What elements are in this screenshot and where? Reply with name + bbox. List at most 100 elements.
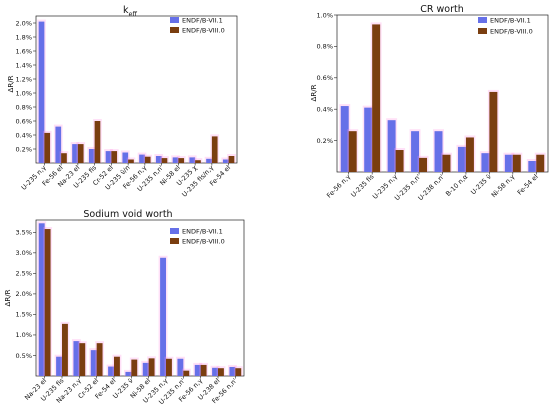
bar-endf-viii0 xyxy=(148,358,155,376)
chart-keff-ylabel: ΔR/R xyxy=(7,75,15,92)
ytick-label: 0.2% xyxy=(15,145,32,153)
bar-endf-vii1 xyxy=(528,161,537,172)
bar-endf-vii1 xyxy=(72,144,78,163)
bar-endf-viii0 xyxy=(161,158,168,163)
chart-keff-title: keff xyxy=(123,5,138,18)
bar-endf-vii1 xyxy=(105,151,112,163)
ytick-label: 1.5% xyxy=(15,311,32,319)
bar-endf-vii1 xyxy=(56,356,62,376)
ytick-label: 2.5% xyxy=(15,270,32,278)
ytick-label: 1.2% xyxy=(15,75,32,83)
bar-endf-vii1 xyxy=(160,257,166,376)
bar-endf-vii1 xyxy=(206,158,212,163)
ytick-label: 1.8% xyxy=(15,33,32,41)
bar-endf-viii0 xyxy=(96,343,103,376)
ytick-label: 0.8% xyxy=(316,43,333,51)
bar-endf-vii1 xyxy=(434,131,443,172)
ytick-label: 1.0% xyxy=(316,11,333,19)
bar-endf-vii1 xyxy=(122,152,129,163)
bar-endf-viii0 xyxy=(131,359,138,376)
bar-endf-viii0 xyxy=(183,370,190,376)
xtick-label: Fe-54 el xyxy=(516,173,540,197)
bar-endf-vii1 xyxy=(387,120,396,172)
bar-endf-viii0 xyxy=(79,343,86,376)
legend-swatch-viii0 xyxy=(170,238,179,244)
ytick-label: 3.0% xyxy=(15,249,32,257)
bar-endf-vii1 xyxy=(125,371,132,376)
bar-endf-viii0 xyxy=(200,364,207,376)
ytick-label: 2.0% xyxy=(15,19,32,27)
bar-endf-vii1 xyxy=(340,106,349,172)
chart-sodium-ylabel: ΔR/R xyxy=(4,289,12,306)
bar-endf-vii1 xyxy=(142,362,149,376)
bar-endf-vii1 xyxy=(457,146,466,172)
bar-endf-vii1 xyxy=(139,154,145,163)
bar-endf-viii0 xyxy=(211,136,218,163)
ytick-label: 0.8% xyxy=(15,103,32,111)
bar-endf-viii0 xyxy=(44,229,51,376)
chart-sodium-legend: ENDF/B-VII.1 ENDF/B-VIII.0 xyxy=(170,228,225,246)
legend-swatch-vii1 xyxy=(478,17,487,23)
bar-endf-viii0 xyxy=(465,137,474,172)
bar-endf-viii0 xyxy=(178,158,185,163)
legend-label-viii0: ENDF/B-VIII.0 xyxy=(182,238,225,246)
bar-endf-viii0 xyxy=(442,154,451,172)
chart-sodium-frame xyxy=(35,219,245,377)
bar-endf-viii0 xyxy=(114,356,120,376)
bar-endf-viii0 xyxy=(128,159,134,163)
legend-label-vii1: ENDF/B-VII.1 xyxy=(490,17,531,25)
ytick-label: 1.6% xyxy=(15,47,32,55)
bar-endf-viii0 xyxy=(111,151,118,163)
bar-endf-vii1 xyxy=(177,358,184,376)
legend-swatch-vii1 xyxy=(170,228,179,234)
bar-endf-vii1 xyxy=(364,107,373,172)
bar-endf-viii0 xyxy=(195,160,201,163)
bar-endf-viii0 xyxy=(395,150,404,172)
ytick-label: 3.5% xyxy=(15,229,32,237)
bar-endf-viii0 xyxy=(61,153,67,163)
ytick-label: 0.6% xyxy=(316,74,333,82)
chart-keff: keff ΔR/R 0.2% 0.4% 0.6% 0.8% 1.0% 1.2% 1.4% 1.… xyxy=(7,5,238,199)
bar-endf-vii1 xyxy=(172,157,179,163)
bar-endf-vii1 xyxy=(38,223,45,376)
bar-endf-viii0 xyxy=(218,368,224,376)
bar-endf-vii1 xyxy=(90,350,97,376)
bar-endf-vii1 xyxy=(73,341,80,376)
legend-swatch-viii0 xyxy=(170,27,179,33)
ytick-label: 1.0% xyxy=(15,331,32,339)
ytick-label: 0.2% xyxy=(316,137,333,145)
chart-sodium-void: Sodium void worth ΔR/R 0.5% 1.0% 1.5% 2.0% 2… xyxy=(4,209,245,406)
chart-keff-frame xyxy=(35,15,238,164)
bar-endf-vii1 xyxy=(38,21,45,163)
ytick-label: 2.0% xyxy=(15,290,32,298)
bar-endf-vii1 xyxy=(155,156,162,163)
bar-endf-viii0 xyxy=(228,156,235,163)
bar-endf-viii0 xyxy=(144,156,151,163)
bar-endf-viii0 xyxy=(489,91,498,172)
bar-endf-viii0 xyxy=(77,144,84,163)
chart-cr-ylabel: ΔR/R xyxy=(310,84,318,101)
bar-endf-vii1 xyxy=(481,153,490,172)
legend-label-vii1: ENDF/B-VII.1 xyxy=(182,17,223,25)
bar-endf-vii1 xyxy=(411,131,420,172)
bar-endf-viii0 xyxy=(536,154,545,172)
bar-endf-vii1 xyxy=(229,366,236,376)
bar-endf-vii1 xyxy=(504,154,513,172)
xtick-label: Fe-56 n,γ xyxy=(325,173,352,200)
chart-cr-title: CR worth xyxy=(420,4,464,15)
bar-endf-vii1 xyxy=(194,364,201,376)
bar-endf-viii0 xyxy=(44,132,51,163)
ytick-label: 0.5% xyxy=(15,352,32,360)
xtick-label: B-10 n,α xyxy=(444,173,469,198)
bar-endf-vii1 xyxy=(212,367,218,376)
ytick-label: 0.4% xyxy=(15,131,32,139)
bar-endf-viii0 xyxy=(512,154,521,172)
bar-endf-viii0 xyxy=(235,368,242,376)
bar-endf-viii0 xyxy=(166,358,172,376)
ytick-label: 0.6% xyxy=(15,117,32,125)
xtick-label: Ni-58 n,γ xyxy=(490,173,517,200)
bar-endf-viii0 xyxy=(62,323,68,376)
legend-label-vii1: ENDF/B-VII.1 xyxy=(182,228,223,236)
bar-endf-vii1 xyxy=(108,366,114,376)
